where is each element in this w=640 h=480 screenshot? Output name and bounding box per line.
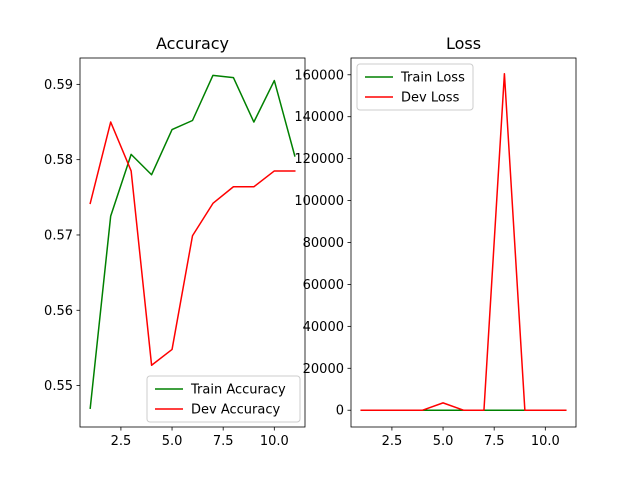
loss-y-tick-label: 60000 <box>303 278 344 293</box>
loss-x-tick-label: 10.0 <box>531 434 560 449</box>
loss-y-tick-label: 160000 <box>294 68 344 83</box>
loss-y-tick-label: 80000 <box>303 236 344 251</box>
loss-y-tick-label: 20000 <box>303 362 344 377</box>
accuracy-title: Accuracy <box>156 34 229 53</box>
accuracy-legend: Train Accuracy Dev Accuracy <box>146 375 301 423</box>
accuracy-dev-accuracy-line <box>89 121 296 366</box>
loss-title: Loss <box>446 34 481 53</box>
loss-dev-loss-line <box>360 72 567 411</box>
loss-legend-label-dev-loss: Dev Loss <box>401 91 460 106</box>
accuracy-x-tick-label: 10.0 <box>260 434 289 449</box>
accuracy-legend-box <box>146 375 301 423</box>
loss-subplot: Loss 2.5 5.0 7.5 10.0 0 20000 40000 60000 80000 10… <box>294 34 577 449</box>
loss-x-tick-label: 2.5 <box>382 434 403 449</box>
accuracy-x-tick-label: 5.0 <box>162 434 183 449</box>
accuracy-y-tick-label: 0.58 <box>44 153 73 168</box>
loss-y-tick-label: 0 <box>336 404 344 419</box>
loss-legend-box <box>356 63 474 111</box>
accuracy-y-tick-label: 0.56 <box>44 304 73 319</box>
accuracy-x-tick-label: 7.5 <box>213 434 234 449</box>
accuracy-y-tick-label: 0.59 <box>44 78 73 93</box>
accuracy-legend-label-dev-accuracy: Dev Accuracy <box>191 403 280 418</box>
accuracy-y-tick-label: 0.55 <box>44 379 73 394</box>
loss-series-lines <box>360 72 567 411</box>
loss-x-tick-label: 5.0 <box>433 434 454 449</box>
loss-x-tick-label: 7.5 <box>484 434 505 449</box>
accuracy-legend-label-train-accuracy: Train Accuracy <box>190 383 286 398</box>
loss-y-tick-label: 140000 <box>294 110 344 125</box>
loss-legend: Train Loss Dev Loss <box>356 63 474 111</box>
accuracy-y-tick-label: 0.57 <box>44 228 73 243</box>
loss-y-tick-label: 100000 <box>294 194 344 209</box>
accuracy-series-lines <box>89 74 296 409</box>
loss-y-tick-label: 120000 <box>294 152 344 167</box>
accuracy-axes-frame <box>79 57 306 428</box>
accuracy-subplot: Accuracy 2.5 5.0 7.5 10.0 0.55 0.56 0.57 0.58 0.5… <box>44 34 306 449</box>
loss-legend-label-train-loss: Train Loss <box>400 71 465 86</box>
accuracy-x-tick-label: 2.5 <box>111 434 132 449</box>
loss-y-tick-label: 40000 <box>303 320 344 335</box>
accuracy-train-accuracy-line <box>89 74 296 409</box>
